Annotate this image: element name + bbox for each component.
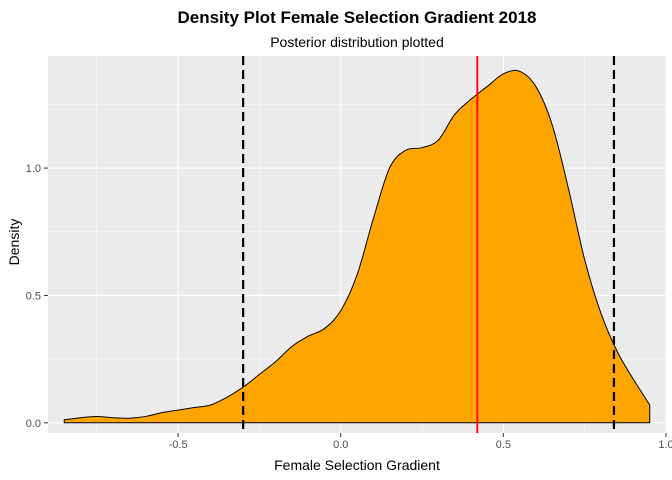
x-tick-label: 1.0 [658, 439, 672, 451]
x-axis-label: Female Selection Gradient [274, 457, 440, 473]
x-axis-ticks: -0.5 0.0 0.5 1.0 [169, 433, 672, 451]
x-tick-label: -0.5 [169, 439, 188, 451]
y-axis-ticks: 0.0 0.5 1.0 [26, 163, 48, 430]
y-tick-label: 0.5 [26, 290, 41, 302]
chart-subtitle: Posterior distribution plotted [270, 34, 444, 50]
x-tick-label: 0.5 [496, 439, 511, 451]
reference-lines [242, 56, 616, 433]
y-tick-label: 1.0 [26, 163, 41, 175]
y-axis-label: Density [6, 219, 22, 266]
density-area [63, 69, 651, 424]
x-tick-label: 0.0 [333, 439, 348, 451]
chart-title: Density Plot Female Selection Gradient 2… [177, 8, 536, 27]
y-tick-label: 0.0 [26, 418, 41, 430]
